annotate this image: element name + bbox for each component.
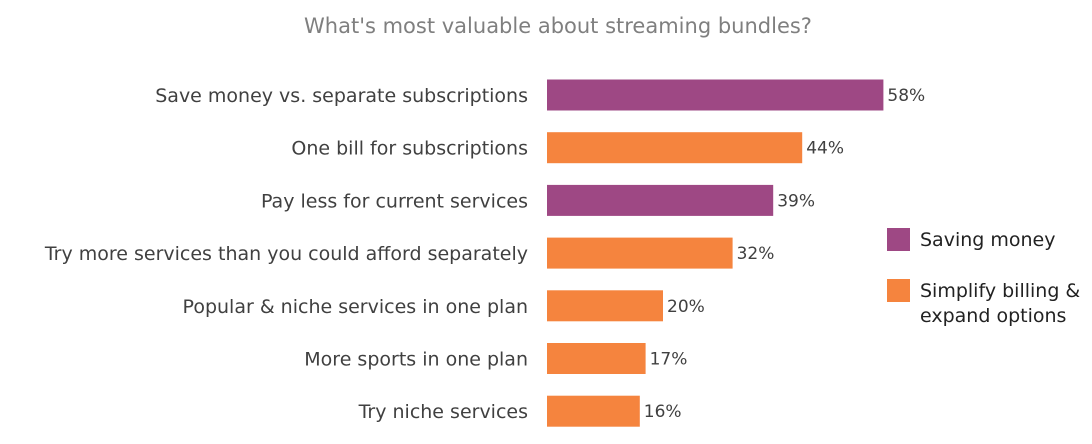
legend-swatch	[887, 228, 910, 251]
category-label: Pay less for current services	[261, 190, 528, 212]
bar	[547, 132, 803, 164]
bar	[547, 184, 774, 216]
value-label: 20%	[667, 297, 705, 317]
legend: Saving money Simplify billing & expand opt…	[887, 228, 1080, 327]
legend-swatch	[887, 279, 910, 302]
bar	[547, 395, 640, 427]
category-label: Try more services than you could afford …	[44, 243, 528, 265]
value-label: 16%	[644, 402, 682, 422]
value-label: 17%	[650, 350, 688, 370]
value-label: 32%	[737, 244, 775, 264]
category-label: One bill for subscriptions	[291, 138, 528, 160]
category-label: Try niche services	[358, 401, 528, 423]
legend-label: Simplify billing &	[920, 280, 1080, 302]
value-label: 44%	[806, 139, 844, 159]
bar	[547, 290, 663, 322]
legend-label: Saving money	[920, 229, 1055, 251]
bar	[547, 79, 884, 111]
category-label: More sports in one plan	[304, 349, 528, 371]
bar	[547, 237, 733, 269]
value-label: 39%	[777, 191, 815, 211]
chart-title: What's most valuable about streaming bun…	[304, 14, 812, 38]
value-label: 58%	[887, 86, 925, 106]
bar	[547, 343, 646, 374]
category-label: Save money vs. separate subscriptions	[155, 85, 528, 107]
legend-label: expand options	[920, 305, 1066, 327]
bars: Save money vs. separate subscriptions 58%…	[44, 79, 925, 427]
category-label: Popular & niche services in one plan	[183, 296, 528, 318]
